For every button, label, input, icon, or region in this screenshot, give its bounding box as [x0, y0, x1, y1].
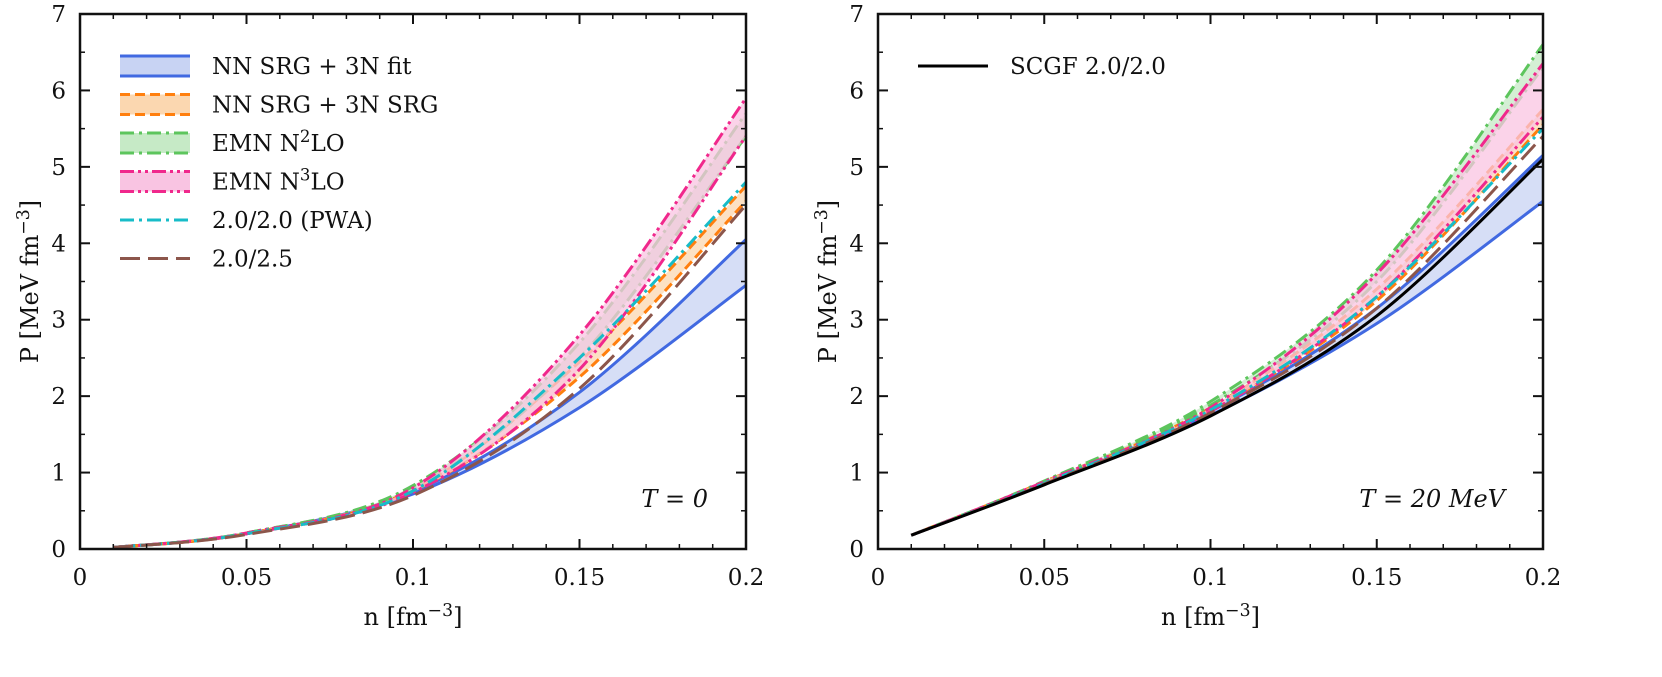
y-tick-label: 3	[849, 308, 864, 334]
x-tick-label: 0.05	[1019, 565, 1070, 591]
band-emn-n2lo	[910, 43, 1545, 537]
y-tick-label: 4	[51, 231, 66, 257]
y-tick-label: 0	[849, 537, 864, 563]
y-tick-label: 7	[849, 2, 864, 28]
legend-swatch-fill	[120, 133, 190, 153]
y-tick-label: 0	[51, 537, 66, 563]
y-tick-label: 2	[51, 384, 66, 410]
legend-item-emn-n3lo: EMN N3LO	[120, 166, 345, 196]
legend-label: NN SRG + 3N fit	[212, 54, 412, 80]
band-emn-n3lo	[910, 62, 1545, 537]
legend-label: NN SRG + 3N SRG	[212, 93, 438, 119]
band-emn-n3lo	[113, 97, 748, 549]
x-axis-label: n [fm−3]	[364, 601, 463, 631]
band-lower-line	[910, 66, 1545, 537]
legend-label: SCGF 2.0/2.0	[1010, 54, 1166, 80]
x-tick-label: 0.15	[1351, 565, 1402, 591]
panel-right: 0 0.05 0.1 0.15 0.2 0 1 2 3 4 5 6 7 n [fm−3] P [MeV fm…	[812, 2, 1561, 631]
legend: SCGF 2.0/2.0	[918, 54, 1166, 80]
x-tick-label: 0	[73, 565, 88, 591]
y-tick-label: 5	[51, 155, 66, 181]
legend-label: EMN N3LO	[212, 166, 345, 196]
y-tick-label: 1	[51, 461, 66, 487]
band-upper-line	[910, 62, 1545, 537]
series-line-2-0-2-0-pwa	[113, 181, 748, 549]
legend-label: 2.0/2.5	[212, 247, 293, 273]
legend: NN SRG + 3N fit NN SRG + 3N SRG EMN N2LO EM…	[120, 54, 438, 273]
x-tick-label: 0.1	[395, 565, 432, 591]
legend-swatch-fill	[120, 56, 190, 76]
legend-item-nn-srg-3n-srg: NN SRG + 3N SRG	[120, 93, 438, 119]
legend-label: 2.0/2.0 (PWA)	[212, 208, 373, 234]
y-tick-label: 7	[51, 2, 66, 28]
temperature-annotation: T = 0	[641, 485, 708, 513]
x-tick-label: 0.2	[728, 565, 765, 591]
y-axis-label: P [MeV fm−3]	[14, 200, 44, 363]
legend-item-2-0-2-0-pwa: 2.0/2.0 (PWA)	[120, 208, 373, 234]
x-tick-label: 0.1	[1192, 565, 1229, 591]
panel-left: 0 0.05 0.1 0.15 0.2 0 1 2 3 4 5 6 7 n [fm−3] P [MeV fm…	[14, 2, 764, 631]
band-fill	[911, 109, 1543, 536]
x-tick-label: 0.15	[554, 565, 605, 591]
legend-item-2-0-2-5: 2.0/2.5	[120, 247, 293, 273]
x-tick-label: 0.2	[1525, 565, 1562, 591]
series-line-2-0-2-5	[113, 204, 748, 549]
band-upper-line	[113, 97, 748, 549]
legend-label: EMN N2LO	[212, 127, 345, 157]
y-tick-label: 4	[849, 231, 864, 257]
y-tick-label: 3	[51, 308, 66, 334]
y-tick-label: 1	[849, 461, 864, 487]
band-fill	[911, 44, 1543, 536]
band-upper-line	[910, 43, 1545, 537]
legend-swatch-fill	[120, 94, 190, 115]
y-tick-label: 6	[51, 78, 66, 104]
y-tick-label: 2	[849, 384, 864, 410]
band-fill	[911, 63, 1543, 536]
legend-item-emn-n2lo: EMN N2LO	[120, 127, 345, 157]
legend-item-nn-srg-3n-fit: NN SRG + 3N fit	[120, 54, 412, 80]
temperature-annotation: T = 20 MeV	[1359, 485, 1507, 513]
y-axis-label: P [MeV fm−3]	[812, 200, 842, 363]
x-tick-label: 0.05	[221, 565, 272, 591]
series-line-scgf-2-0-2-0	[910, 158, 1545, 537]
legend-swatch-fill	[120, 171, 190, 192]
x-tick-label: 0	[871, 565, 886, 591]
legend-item-scgf-2-0-2-0: SCGF 2.0/2.0	[918, 54, 1166, 80]
band-lower-line	[910, 116, 1545, 537]
axes-frame	[876, 12, 1545, 551]
band-upper-line	[910, 108, 1545, 537]
band-nn-srg-3n-srg	[910, 108, 1545, 537]
x-axis-label: n [fm−3]	[1161, 601, 1260, 631]
y-tick-label: 5	[849, 155, 864, 181]
y-tick-label: 6	[849, 78, 864, 104]
